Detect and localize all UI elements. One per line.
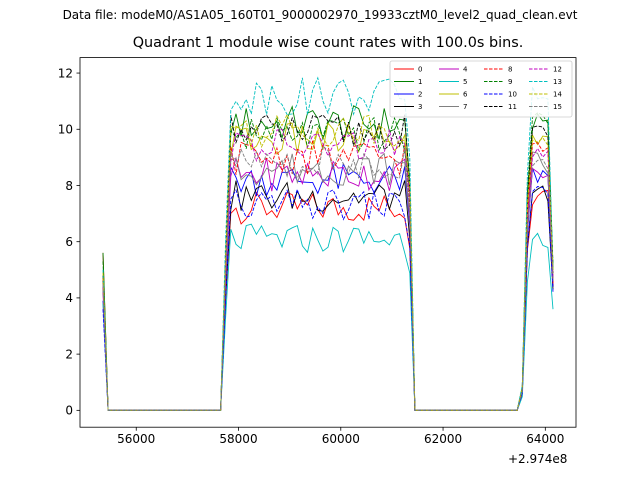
series-line-3 xyxy=(102,180,554,411)
series-line-10 xyxy=(102,186,554,411)
x-tick-label: 64000 xyxy=(526,432,564,446)
series-line-15 xyxy=(102,145,554,411)
legend-label-9: 9 xyxy=(508,78,512,86)
series-line-4 xyxy=(102,156,554,411)
legend-label-4: 4 xyxy=(463,66,468,74)
chart-title: Quadrant 1 module wise count rates with … xyxy=(132,35,524,51)
legend-label-2: 2 xyxy=(418,91,422,99)
legend-label-12: 12 xyxy=(553,66,562,74)
legend-label-5: 5 xyxy=(463,78,467,86)
y-tick-label: 0 xyxy=(65,404,73,418)
series-line-5 xyxy=(102,223,554,411)
legend-label-10: 10 xyxy=(508,91,517,99)
series-line-7 xyxy=(102,151,554,411)
y-tick-label: 12 xyxy=(58,66,73,80)
legend-label-11: 11 xyxy=(508,103,517,111)
x-tick-label: 62000 xyxy=(424,432,462,446)
x-axis: 56000 58000 60000 62000 64000 xyxy=(117,427,564,446)
y-tick-label: 2 xyxy=(65,347,73,361)
y-tick-label: 4 xyxy=(65,291,73,305)
legend-box xyxy=(389,60,573,118)
y-axis: 0 2 4 6 8 10 12 xyxy=(58,66,80,418)
x-axis-offset-label: +2.974e8 xyxy=(508,452,568,466)
y-tick-label: 6 xyxy=(65,235,73,249)
legend-label-7: 7 xyxy=(463,103,467,111)
legend-label-6: 6 xyxy=(463,91,468,99)
series-line-11 xyxy=(102,114,554,411)
series-line-0 xyxy=(102,189,554,411)
y-tick-label: 8 xyxy=(65,179,73,193)
x-tick-label: 58000 xyxy=(219,432,257,446)
legend-label-8: 8 xyxy=(508,66,512,74)
series-line-2 xyxy=(102,162,554,411)
series-line-9 xyxy=(102,112,554,411)
series-line-12 xyxy=(102,128,554,411)
legend-label-13: 13 xyxy=(553,78,562,86)
data-file-label: Data file: modeM0/AS1A05_160T01_90000029… xyxy=(62,8,578,22)
series-line-6 xyxy=(102,122,554,411)
plot-area xyxy=(102,76,554,411)
x-tick-label: 56000 xyxy=(117,432,155,446)
legend-label-1: 1 xyxy=(418,78,422,86)
legend-label-0: 0 xyxy=(418,66,422,74)
legend-label-15: 15 xyxy=(553,103,562,111)
legend-label-14: 14 xyxy=(553,91,562,99)
legend-label-3: 3 xyxy=(418,103,422,111)
series-line-13 xyxy=(102,76,554,411)
y-tick-label: 10 xyxy=(58,123,73,137)
x-tick-label: 60000 xyxy=(322,432,360,446)
series-line-14 xyxy=(102,113,554,411)
axes-frame xyxy=(79,57,577,428)
